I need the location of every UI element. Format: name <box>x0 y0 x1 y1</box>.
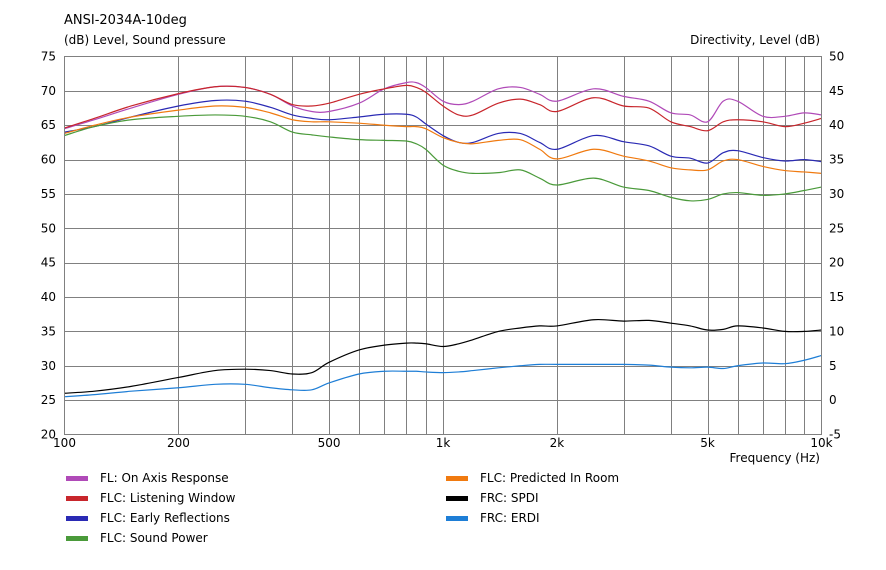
y-right-tick-label: 30 <box>829 187 844 201</box>
y-right-tick-label: 15 <box>829 290 844 304</box>
y-left-tick-label: 70 <box>41 84 56 98</box>
legend-item-flc-early-reflections: FLC: Early Reflections <box>66 508 230 528</box>
legend-swatch <box>446 515 468 521</box>
y-left-tick-label: 45 <box>41 256 56 270</box>
legend-swatch <box>66 495 88 501</box>
y-right-tick-label: 10 <box>829 324 844 338</box>
legend-label: FRC: SPDI <box>480 491 539 505</box>
y-left-tick-label: 35 <box>41 324 56 338</box>
legend-swatch <box>66 475 88 481</box>
y-left-tick-label: 25 <box>41 393 56 407</box>
y-left-tick-label: 20 <box>41 428 56 442</box>
x-tick-label: 2k <box>550 436 565 450</box>
y-right-tick-label: 0 <box>829 393 837 407</box>
y-left-tick-label: 50 <box>41 221 56 235</box>
series-lines <box>64 81 822 398</box>
x-tick-label: 5k <box>700 436 715 450</box>
chart-title: ANSI-2034A-10deg <box>64 13 187 28</box>
series-line-frc-spdi <box>64 318 822 394</box>
y-left-tick-label: 65 <box>41 118 56 132</box>
plot-frame <box>64 56 822 435</box>
legend-swatch <box>446 475 468 481</box>
x-tick-label: 100 <box>53 436 76 450</box>
legend-item-flc-sound-power: FLC: Sound Power <box>66 528 208 548</box>
y-left-tick-label: 75 <box>41 50 56 64</box>
legend-item-frc-erdi: FRC: ERDI <box>446 508 540 528</box>
legend-label: FL: On Axis Response <box>100 471 229 485</box>
left-axis-label: (dB) Level, Sound pressure <box>64 33 226 47</box>
legend-label: FLC: Listening Window <box>100 491 236 505</box>
y-right-tick-label: 45 <box>829 84 844 98</box>
legend-item-flc-predicted-in-room: FLC: Predicted In Room <box>446 468 619 488</box>
x-tick-label: 200 <box>167 436 190 450</box>
y-right-tick-label: 50 <box>829 50 844 64</box>
y-left-tick-label: 40 <box>41 290 56 304</box>
y-left-tick-label: 60 <box>41 153 56 167</box>
y-right-tick-label: 20 <box>829 256 844 270</box>
series-line-flc-predicted-in-room <box>64 105 822 174</box>
legend-label: FRC: ERDI <box>480 511 540 525</box>
y-right-tick-label: -5 <box>829 428 841 442</box>
series-line-frc-erdi <box>64 354 822 398</box>
right-axis-label: Directivity, Level (dB) <box>690 33 820 47</box>
x-axis-label: Frequency (Hz) <box>730 451 821 465</box>
tick-labels: 7570656055504540353025205045403530252015… <box>41 50 845 451</box>
y-right-tick-label: 40 <box>829 118 844 132</box>
series-line-flc-sound-power <box>64 114 822 202</box>
legend: FL: On Axis Response FLC: Listening Windo… <box>64 468 744 552</box>
y-right-tick-label: 35 <box>829 153 844 167</box>
legend-label: FLC: Predicted In Room <box>480 471 620 485</box>
x-tick-label: 500 <box>318 436 341 450</box>
legend-swatch <box>446 495 468 501</box>
legend-swatch <box>66 535 88 541</box>
x-tick-label: 1k <box>436 436 451 450</box>
y-right-tick-label: 5 <box>829 359 837 373</box>
legend-label: FLC: Sound Power <box>100 531 208 545</box>
legend-label: FLC: Early Reflections <box>100 511 230 525</box>
legend-swatch <box>66 515 88 521</box>
x-tick-label: 10k <box>810 436 832 450</box>
y-left-tick-label: 55 <box>41 187 56 201</box>
grid <box>64 56 822 435</box>
y-right-tick-label: 25 <box>829 221 844 235</box>
series-line-flc-listening-window <box>64 84 822 132</box>
legend-item-fl-on-axis-response: FL: On Axis Response <box>66 468 229 488</box>
legend-item-frc-spdi: FRC: SPDI <box>446 488 539 508</box>
y-left-tick-label: 30 <box>41 359 56 373</box>
legend-item-flc-listening-window: FLC: Listening Window <box>66 488 235 508</box>
